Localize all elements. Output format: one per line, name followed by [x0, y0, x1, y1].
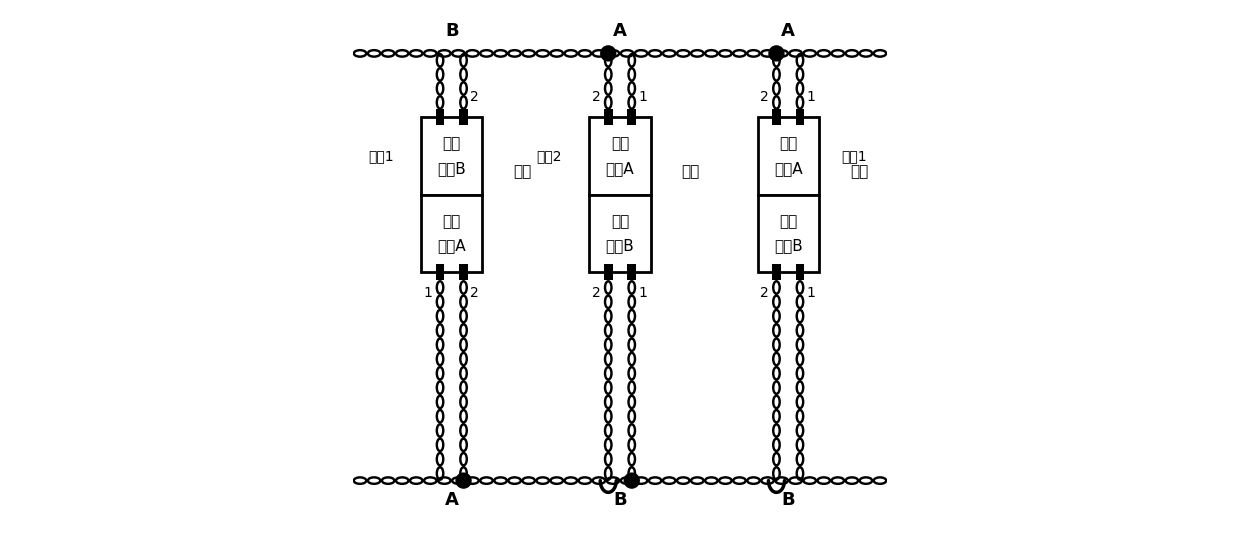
Text: 方向1: 方向1: [841, 149, 867, 163]
Bar: [589, 117, 651, 195]
Text: 1: 1: [806, 286, 815, 300]
Text: B: B: [781, 491, 795, 509]
Text: B: B: [445, 22, 459, 40]
Text: A: A: [781, 22, 795, 40]
Text: 方向1: 方向1: [368, 149, 394, 163]
Text: A: A: [613, 22, 627, 40]
Text: 节点: 节点: [513, 164, 532, 179]
Text: 2: 2: [593, 286, 601, 300]
Text: 1: 1: [424, 286, 433, 300]
Bar: [627, 109, 636, 125]
Text: 2: 2: [470, 286, 479, 300]
Text: A: A: [445, 491, 459, 509]
Bar: [758, 117, 818, 195]
Bar: [435, 264, 444, 280]
Text: B: B: [614, 491, 626, 509]
Text: 节点: 节点: [849, 164, 868, 179]
Text: 2: 2: [760, 90, 769, 104]
Text: 方向2: 方向2: [537, 149, 562, 163]
Text: 节点: 节点: [682, 164, 699, 179]
Bar: [773, 109, 781, 125]
Bar: [459, 264, 467, 280]
Text: 1: 1: [639, 90, 647, 104]
Bar: [435, 109, 444, 125]
Circle shape: [769, 46, 784, 61]
Bar: [459, 109, 467, 125]
Text: 线路
单元A: 线路 单元A: [438, 214, 466, 254]
Bar: [422, 117, 482, 195]
Text: 1: 1: [806, 90, 815, 104]
Text: 线路
单元B: 线路 单元B: [774, 214, 802, 254]
Circle shape: [456, 473, 471, 488]
Bar: [422, 195, 482, 272]
Bar: [796, 109, 805, 125]
Circle shape: [600, 46, 616, 61]
Bar: [589, 195, 651, 272]
Text: 线路
单元A: 线路 单元A: [605, 136, 635, 176]
Text: 2: 2: [760, 286, 769, 300]
Text: 线路
单元B: 线路 单元B: [438, 136, 466, 176]
Circle shape: [624, 473, 640, 488]
Bar: [627, 264, 636, 280]
Bar: [604, 264, 613, 280]
Text: 线路
单元A: 线路 单元A: [774, 136, 802, 176]
Text: 1: 1: [639, 286, 647, 300]
Bar: [604, 109, 613, 125]
Bar: [758, 195, 818, 272]
Text: 线路
单元B: 线路 单元B: [605, 214, 635, 254]
Text: 2: 2: [593, 90, 601, 104]
Bar: [773, 264, 781, 280]
Bar: [796, 264, 805, 280]
Text: 2: 2: [470, 90, 479, 104]
